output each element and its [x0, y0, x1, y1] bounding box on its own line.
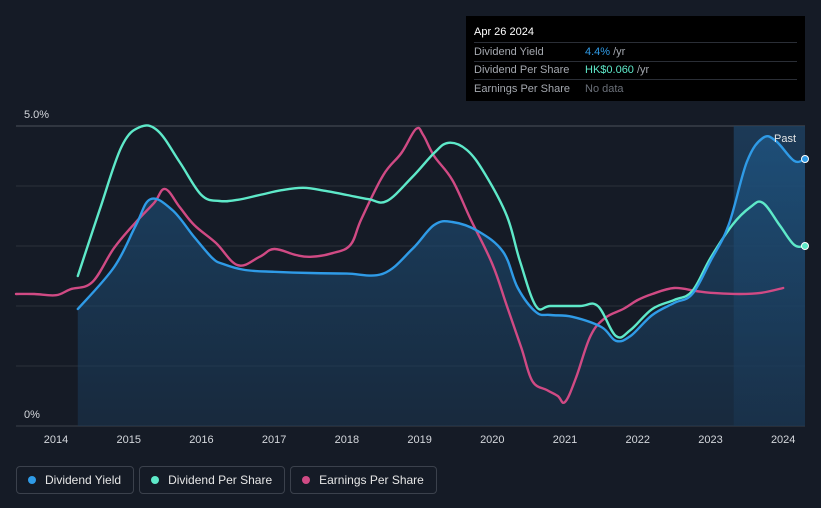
tooltip-date: Apr 26 2024 [474, 26, 534, 38]
x-tick-label: 2016 [189, 434, 213, 446]
tooltip-label: Dividend Yield [474, 45, 544, 58]
y-tick-label-bottom: 0% [24, 409, 40, 421]
legend-item-dividend-per-share[interactable]: Dividend Per Share [139, 466, 286, 494]
legend-dot-icon [302, 476, 311, 484]
tooltip-label: Dividend Per Share [474, 64, 570, 77]
series-line-dividend-per-share [76, 124, 807, 339]
x-tick-label: 2024 [771, 434, 795, 446]
series-line-earnings-per-share [14, 126, 785, 404]
legend-label: Earnings Per Share [319, 473, 424, 487]
legend-item-dividend-yield[interactable]: Dividend Yield [16, 466, 135, 494]
legend-label: Dividend Yield [45, 473, 122, 487]
y-tick-label-top: 5.0% [24, 109, 49, 121]
tooltip-unit: /yr [613, 45, 626, 58]
area-layer [77, 136, 806, 426]
tooltip-row-dividend-per-share: Dividend Per Share HK$0.060 /yr [474, 60, 797, 80]
x-tick-label: 2015 [116, 434, 140, 446]
chart-legend: Dividend Yield Dividend Per Share Earnin… [16, 466, 437, 494]
end-marker-dividend-yield [801, 155, 809, 163]
x-tick-label: 2023 [698, 434, 722, 446]
x-tick-label: 2022 [626, 434, 650, 446]
x-tick-label: 2019 [407, 434, 431, 446]
legend-dot-icon [28, 476, 36, 484]
line-layer [14, 124, 809, 404]
legend-label: Dividend Per Share [168, 473, 273, 487]
end-marker-dividend-per-share [801, 242, 809, 250]
tooltip-row-earnings-per-share: Earnings Per Share No data [474, 79, 797, 98]
legend-item-earnings-per-share[interactable]: Earnings Per Share [290, 466, 437, 494]
x-tick-label: 2014 [44, 434, 68, 446]
tooltip-row-dividend-yield: Dividend Yield 4.4% /yr [474, 42, 797, 61]
x-tick-label: 2018 [335, 434, 359, 446]
tooltip-value: HK$0.060 [585, 64, 634, 77]
legend-dot-icon [151, 476, 160, 484]
x-tick-label: 2017 [262, 434, 286, 446]
x-tick-label: 2021 [553, 434, 577, 446]
series-area-dividend-yield [77, 136, 806, 426]
hover-tooltip: Apr 26 2024 Dividend Yield 4.4% /yr Divi… [466, 16, 805, 101]
past-label: Past [774, 133, 796, 145]
tooltip-value: 4.4% [585, 45, 611, 58]
x-axis: 2014 2015 2016 2017 2018 2019 2020 2021 2022 2023… [44, 434, 796, 446]
tooltip-label: Earnings Per Share [474, 82, 570, 95]
tooltip-value: No data [585, 82, 624, 95]
x-tick-label: 2020 [480, 434, 504, 446]
tooltip-unit: /yr [636, 64, 650, 77]
series-line-dividend-yield [76, 135, 807, 343]
